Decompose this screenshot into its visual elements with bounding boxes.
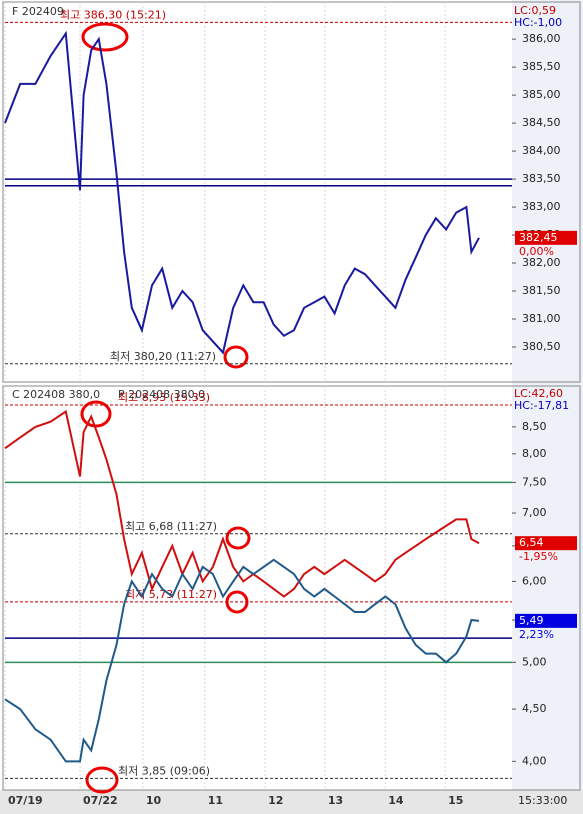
x-tick-label: 07/19 [8,794,43,807]
change-label: 2,23% [519,628,554,641]
x-tick-label: 14 [388,794,404,807]
price-tag [515,536,577,551]
time-label: 15:33:00 [518,794,567,807]
y-tick-label: 8,00 [522,447,547,460]
y-tick-label: 8,50 [522,420,547,433]
panel-label: C 202408 380,0 [12,388,100,401]
y-tick-label: 4,50 [522,702,547,715]
panel-frame [2,385,581,791]
y-tick-label: 7,00 [522,506,547,519]
price-tag [515,613,577,628]
hc-label: HC:-1,00 [514,16,562,29]
x-tick-label: 12 [268,794,283,807]
change-label: 0,00% [519,245,554,258]
change-label: -1,95% [519,550,558,563]
y-tick-label: 380,50 [522,340,561,353]
y-tick-label: 383,50 [522,172,561,185]
panel-frame [2,1,581,383]
price-line [4,409,480,598]
highlight [80,400,112,428]
y-tick-label: 385,00 [522,88,561,101]
note-label: 최고 6,68 (11:27) [125,520,217,533]
note-label: 최고 386,30 (15:21) [60,8,166,21]
y-tick-label: 385,50 [522,60,561,73]
y-tick-label: 5,00 [522,655,547,668]
highlight [225,526,251,550]
price-tag-label: 382,45 [519,231,558,244]
price-line [4,30,480,355]
lc-label: LC:42,60 [514,387,563,400]
hc-label: HC:-17,81 [514,399,569,412]
highlight [81,22,129,52]
lc-label: LC:0,59 [514,4,556,17]
y-tick-label: 386,00 [522,32,561,45]
panel-label: P 202408 380,0 [118,388,205,401]
x-tick-label: 11 [208,794,223,807]
y-tick-label: 383,00 [522,200,561,213]
highlight [85,766,119,794]
x-tick-label: 13 [328,794,343,807]
right-axis-bg [512,0,583,814]
y-tick-label: 382,00 [522,256,561,269]
y-tick-label: 381,50 [522,284,561,297]
x-tick-label: 10 [146,794,162,807]
price-line [4,558,480,763]
x-tick-label: 07/22 [83,794,118,807]
price-tag [515,230,577,245]
highlight [223,345,249,369]
y-tick-label: 4,00 [522,754,547,767]
x-tick-label: 15 [448,794,463,807]
x-axis-bg [0,790,583,814]
note-label: 최저 3,85 (09:06) [118,764,210,777]
y-tick-label: 384,50 [522,116,561,129]
panel-label: F 202409 [12,5,64,18]
note-label: 최저 380,20 (11:27) [110,350,216,363]
y-tick-label: 6,00 [522,574,547,587]
y-tick-label: 381,00 [522,312,561,325]
note-label: 최고 8,93 (15:33) [118,391,210,404]
price-tag-label: 5,49 [519,614,544,627]
price-tag-label: 6,54 [519,536,544,549]
y-tick-label: 384,00 [522,144,561,157]
y-tick-label: 7,50 [522,475,547,488]
